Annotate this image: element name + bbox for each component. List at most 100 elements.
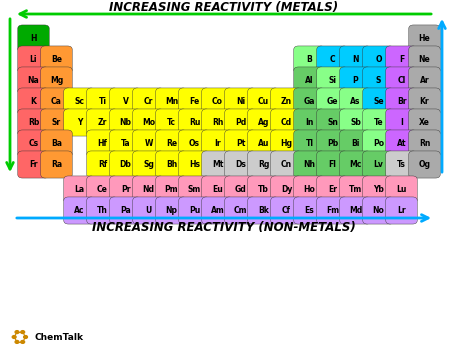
Text: Co: Co xyxy=(212,97,223,106)
Circle shape xyxy=(15,340,19,343)
Text: Ge: Ge xyxy=(327,97,338,106)
FancyBboxPatch shape xyxy=(41,67,72,94)
Text: Ag: Ag xyxy=(258,118,269,127)
Text: INCREASING REACTIVITY (NON-METALS): INCREASING REACTIVITY (NON-METALS) xyxy=(92,222,356,235)
Text: Ds: Ds xyxy=(235,160,246,169)
Text: O: O xyxy=(375,55,382,64)
FancyBboxPatch shape xyxy=(363,88,394,115)
Text: Bk: Bk xyxy=(258,206,269,215)
FancyBboxPatch shape xyxy=(225,88,256,115)
Text: Br: Br xyxy=(397,97,406,106)
Text: B: B xyxy=(307,55,312,64)
Text: Er: Er xyxy=(328,185,337,194)
Circle shape xyxy=(24,335,27,338)
Text: Cs: Cs xyxy=(28,139,38,148)
FancyBboxPatch shape xyxy=(110,109,141,136)
Text: F: F xyxy=(399,55,404,64)
Text: Ne: Ne xyxy=(419,55,430,64)
FancyBboxPatch shape xyxy=(18,46,49,73)
FancyBboxPatch shape xyxy=(179,176,210,203)
Text: Tl: Tl xyxy=(306,139,313,148)
Text: Cn: Cn xyxy=(281,160,292,169)
Text: Dy: Dy xyxy=(281,185,292,194)
Text: Mg: Mg xyxy=(50,76,63,85)
Text: Ar: Ar xyxy=(419,76,429,85)
Text: Md: Md xyxy=(349,206,362,215)
Text: K: K xyxy=(30,97,36,106)
FancyBboxPatch shape xyxy=(363,151,394,178)
Text: Pd: Pd xyxy=(235,118,246,127)
Text: Ru: Ru xyxy=(189,118,200,127)
FancyBboxPatch shape xyxy=(409,151,440,178)
Text: Np: Np xyxy=(165,206,177,215)
FancyBboxPatch shape xyxy=(18,88,49,115)
Text: Ga: Ga xyxy=(304,97,315,106)
FancyBboxPatch shape xyxy=(225,151,256,178)
FancyBboxPatch shape xyxy=(202,130,233,157)
FancyBboxPatch shape xyxy=(294,197,325,224)
Text: In: In xyxy=(305,118,314,127)
FancyBboxPatch shape xyxy=(386,151,417,178)
FancyBboxPatch shape xyxy=(41,151,72,178)
FancyBboxPatch shape xyxy=(202,176,233,203)
FancyBboxPatch shape xyxy=(156,151,187,178)
FancyBboxPatch shape xyxy=(386,130,417,157)
Text: Eu: Eu xyxy=(212,185,223,194)
Text: As: As xyxy=(350,97,361,106)
Text: Tm: Tm xyxy=(349,185,362,194)
Text: Rn: Rn xyxy=(419,139,430,148)
FancyBboxPatch shape xyxy=(340,67,371,94)
FancyBboxPatch shape xyxy=(18,109,49,136)
Text: C: C xyxy=(330,55,335,64)
Text: Lr: Lr xyxy=(397,206,406,215)
Text: Cf: Cf xyxy=(282,206,291,215)
FancyBboxPatch shape xyxy=(179,197,210,224)
FancyBboxPatch shape xyxy=(317,151,348,178)
FancyBboxPatch shape xyxy=(294,109,325,136)
Text: Ho: Ho xyxy=(303,185,315,194)
Text: W: W xyxy=(144,139,153,148)
FancyBboxPatch shape xyxy=(409,130,440,157)
FancyBboxPatch shape xyxy=(340,46,371,73)
FancyBboxPatch shape xyxy=(225,130,256,157)
Text: Zn: Zn xyxy=(281,97,292,106)
Text: Mo: Mo xyxy=(142,118,155,127)
FancyBboxPatch shape xyxy=(64,109,95,136)
Text: Sr: Sr xyxy=(52,118,61,127)
FancyBboxPatch shape xyxy=(225,176,256,203)
FancyBboxPatch shape xyxy=(271,130,302,157)
Text: Na: Na xyxy=(27,76,39,85)
Text: Tc: Tc xyxy=(167,118,176,127)
Text: Po: Po xyxy=(373,139,384,148)
FancyBboxPatch shape xyxy=(18,130,49,157)
FancyBboxPatch shape xyxy=(317,88,348,115)
Text: Rf: Rf xyxy=(98,160,107,169)
FancyBboxPatch shape xyxy=(41,130,72,157)
Text: Bh: Bh xyxy=(166,160,177,169)
Text: H: H xyxy=(30,34,37,43)
Text: Hg: Hg xyxy=(281,139,292,148)
Text: U: U xyxy=(146,206,152,215)
FancyBboxPatch shape xyxy=(386,46,417,73)
FancyBboxPatch shape xyxy=(87,176,118,203)
FancyBboxPatch shape xyxy=(156,109,187,136)
FancyBboxPatch shape xyxy=(156,130,187,157)
FancyBboxPatch shape xyxy=(248,151,279,178)
FancyBboxPatch shape xyxy=(363,46,394,73)
Text: Sm: Sm xyxy=(188,185,201,194)
Text: Sg: Sg xyxy=(143,160,154,169)
Text: Bi: Bi xyxy=(351,139,360,148)
FancyBboxPatch shape xyxy=(386,109,417,136)
Text: Ni: Ni xyxy=(236,97,245,106)
FancyBboxPatch shape xyxy=(41,46,72,73)
Text: P: P xyxy=(353,76,358,85)
FancyBboxPatch shape xyxy=(317,176,348,203)
Text: Ta: Ta xyxy=(121,139,130,148)
Text: N: N xyxy=(352,55,359,64)
FancyBboxPatch shape xyxy=(225,197,256,224)
FancyBboxPatch shape xyxy=(248,109,279,136)
Text: INCREASING REACTIVITY (METALS): INCREASING REACTIVITY (METALS) xyxy=(109,1,338,15)
Text: Es: Es xyxy=(305,206,314,215)
Text: Tb: Tb xyxy=(258,185,269,194)
Text: Yb: Yb xyxy=(373,185,384,194)
